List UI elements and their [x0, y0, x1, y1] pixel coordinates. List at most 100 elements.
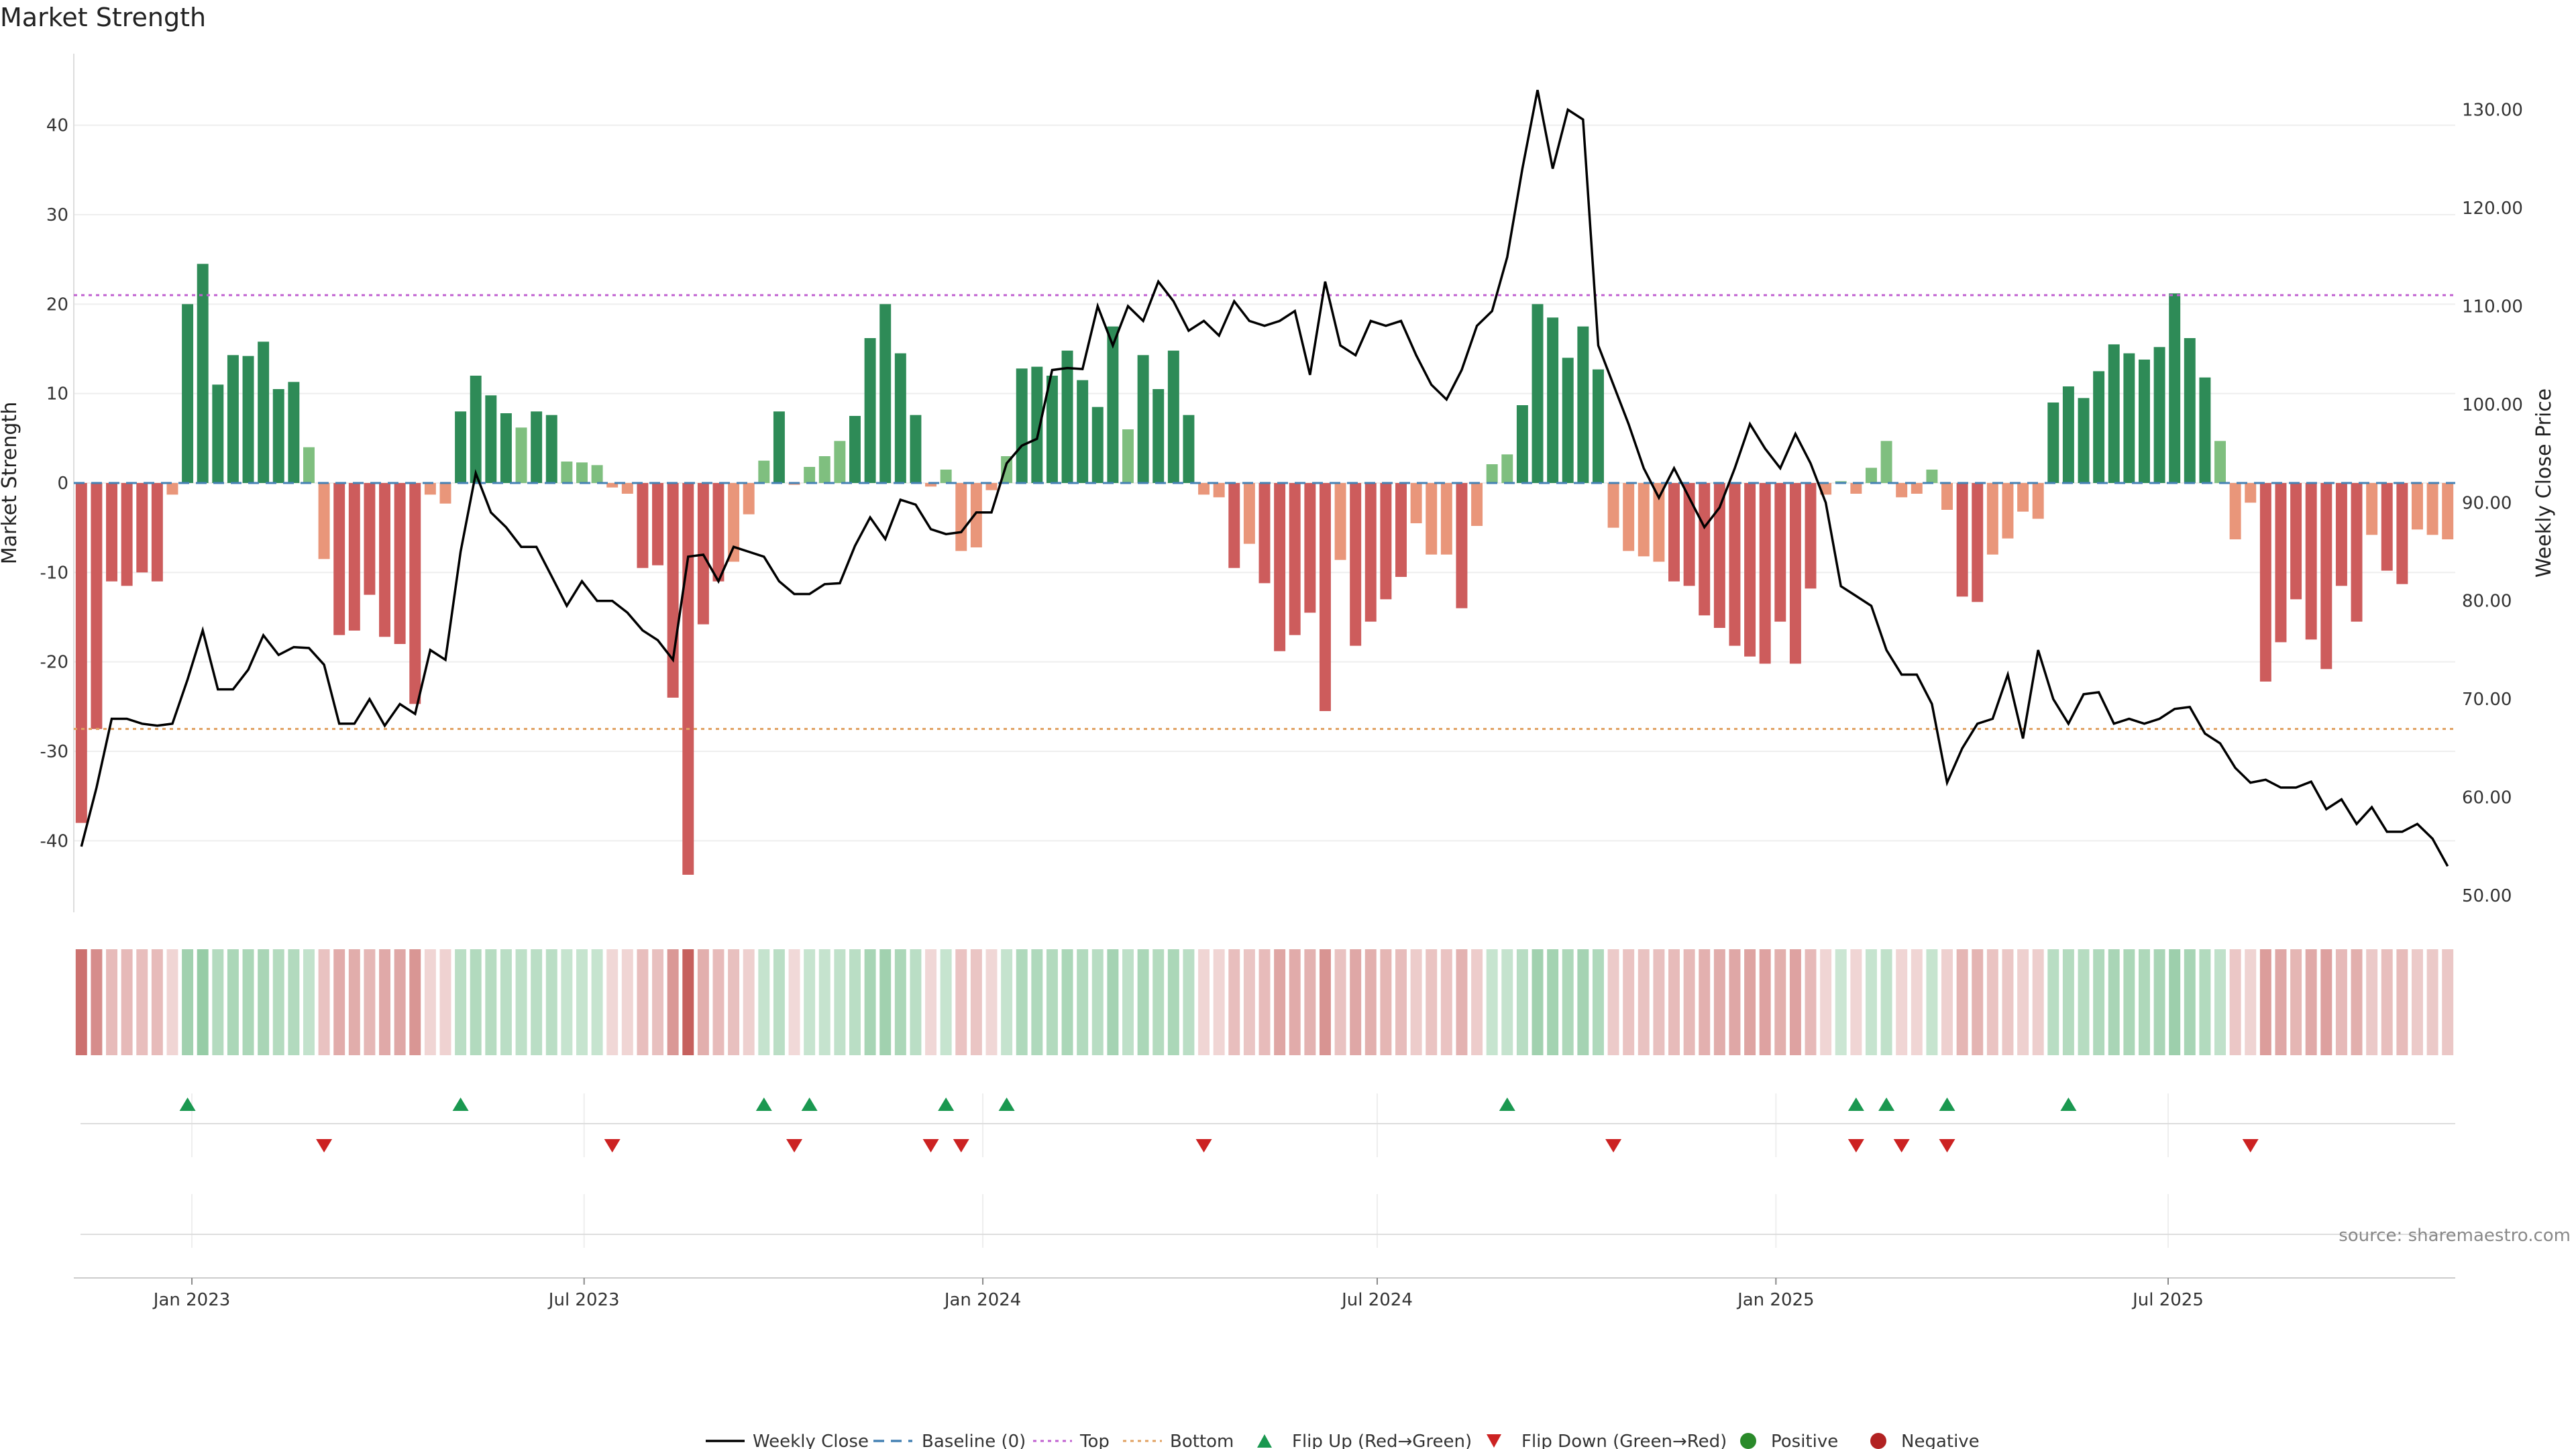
- heat-cell: [1972, 949, 1984, 1055]
- strength-bar: [621, 483, 633, 494]
- flip-up-marker: [2060, 1097, 2077, 1111]
- heat-cell: [940, 949, 952, 1055]
- heat-cell: [106, 949, 118, 1055]
- strength-bar: [1516, 405, 1528, 483]
- strength-bar: [561, 462, 573, 483]
- left-tick-label: 30: [46, 205, 68, 225]
- strength-bar: [1577, 326, 1589, 483]
- strength-bar: [1789, 483, 1801, 664]
- heat-cell: [1258, 949, 1271, 1055]
- flip-down-marker: [953, 1139, 969, 1152]
- heat-cell: [1926, 949, 1938, 1055]
- heat-cell: [804, 949, 816, 1055]
- strength-bar: [2290, 483, 2302, 600]
- strength-bar: [864, 338, 876, 483]
- heat-cell: [348, 949, 360, 1055]
- heat-cell: [333, 949, 345, 1055]
- strength-bar: [1759, 483, 1771, 664]
- heat-cell: [197, 949, 209, 1055]
- x-axis-ticks: Jan 2023 Jul 2023 Jan 2024 Jul 2024 Jan 2025…: [152, 1278, 2204, 1310]
- heat-cell: [288, 949, 300, 1055]
- strength-bar: [2426, 483, 2438, 535]
- strength-bar: [272, 389, 284, 483]
- strength-bar: [1289, 483, 1301, 635]
- heat-cell: [75, 949, 87, 1055]
- heat-cell: [682, 949, 694, 1055]
- left-tick-label: 10: [46, 384, 68, 405]
- strength-bar: [2229, 483, 2241, 539]
- legend-positive: Positive: [1771, 1432, 1838, 1449]
- heat-cell: [1152, 949, 1165, 1055]
- left-tick-label: -20: [40, 653, 68, 673]
- strength-bar: [804, 467, 816, 483]
- strength-bar: [1941, 483, 1953, 510]
- flip-up-marker: [801, 1097, 818, 1111]
- strength-bar: [2214, 441, 2226, 483]
- flip-down-marker: [1893, 1139, 1910, 1152]
- heat-cell: [818, 949, 830, 1055]
- strength-bar: [2442, 483, 2454, 539]
- flip-up-marker: [1499, 1097, 1515, 1111]
- heat-cell: [1440, 949, 1452, 1055]
- heat-cell: [879, 949, 892, 1055]
- heat-cell: [1107, 949, 1119, 1055]
- heat-cell: [1759, 949, 1771, 1055]
- strength-bar: [121, 483, 133, 586]
- strength-bar: [910, 415, 922, 483]
- heat-cell: [1243, 949, 1255, 1055]
- heat-cell: [2047, 949, 2059, 1055]
- flip-up-marker: [452, 1097, 469, 1111]
- heat-cell: [2411, 949, 2423, 1055]
- strength-bar: [2411, 483, 2423, 530]
- strength-bar: [1440, 483, 1452, 555]
- strength-bar: [455, 411, 467, 483]
- heat-cell: [212, 949, 224, 1055]
- heat-cell: [1183, 949, 1195, 1055]
- heat-cell: [2078, 949, 2090, 1055]
- empty-panel: [74, 1234, 2455, 1279]
- strength-bar: [1061, 350, 1073, 483]
- heat-cell: [2245, 949, 2257, 1055]
- strength-bar: [1850, 483, 1862, 494]
- strength-bar: [1152, 389, 1165, 483]
- strength-bar: [1167, 350, 1179, 483]
- strength-bar: [1668, 483, 1680, 582]
- strength-bar: [1986, 483, 1998, 555]
- strength-bar: [1031, 366, 1043, 483]
- heat-cell: [2305, 949, 2317, 1055]
- heat-cell: [1456, 949, 1468, 1055]
- strength-bar: [2017, 483, 2029, 512]
- strength-bar: [2108, 344, 2120, 483]
- heat-cell: [303, 949, 315, 1055]
- heat-cell: [788, 949, 800, 1055]
- legend: Weekly Close Baseline (0) Top Bottom Fli…: [706, 1432, 1980, 1449]
- heat-cell: [1835, 949, 1847, 1055]
- flip-down-marker: [316, 1139, 333, 1152]
- flip-up-marker: [998, 1097, 1015, 1111]
- strength-bar: [894, 353, 906, 483]
- strength-bar: [75, 483, 87, 823]
- heat-cell: [2351, 949, 2363, 1055]
- heat-cell: [166, 949, 178, 1055]
- strength-bar: [758, 460, 770, 483]
- heat-cell: [758, 949, 770, 1055]
- heat-cell: [2138, 949, 2150, 1055]
- strength-bar: [970, 483, 982, 547]
- strength-bar: [591, 465, 603, 483]
- strength-bar: [1562, 358, 1574, 483]
- heat-cell: [728, 949, 740, 1055]
- heat-cell: [591, 949, 603, 1055]
- strength-bar: [1683, 483, 1695, 586]
- heat-cell: [1744, 949, 1756, 1055]
- strength-bar: [91, 483, 103, 729]
- heat-cell: [2017, 949, 2029, 1055]
- strength-bar: [1350, 483, 1362, 646]
- flip-up-marker: [1847, 1097, 1864, 1111]
- x-tick-label: Jul 2024: [1340, 1290, 1413, 1310]
- heat-cell: [955, 949, 967, 1055]
- heat-cell: [1471, 949, 1483, 1055]
- heat-cell: [1426, 949, 1438, 1055]
- strength-bar: [151, 483, 163, 582]
- strength-bar: [288, 382, 300, 483]
- strength-bar: [1213, 483, 1225, 498]
